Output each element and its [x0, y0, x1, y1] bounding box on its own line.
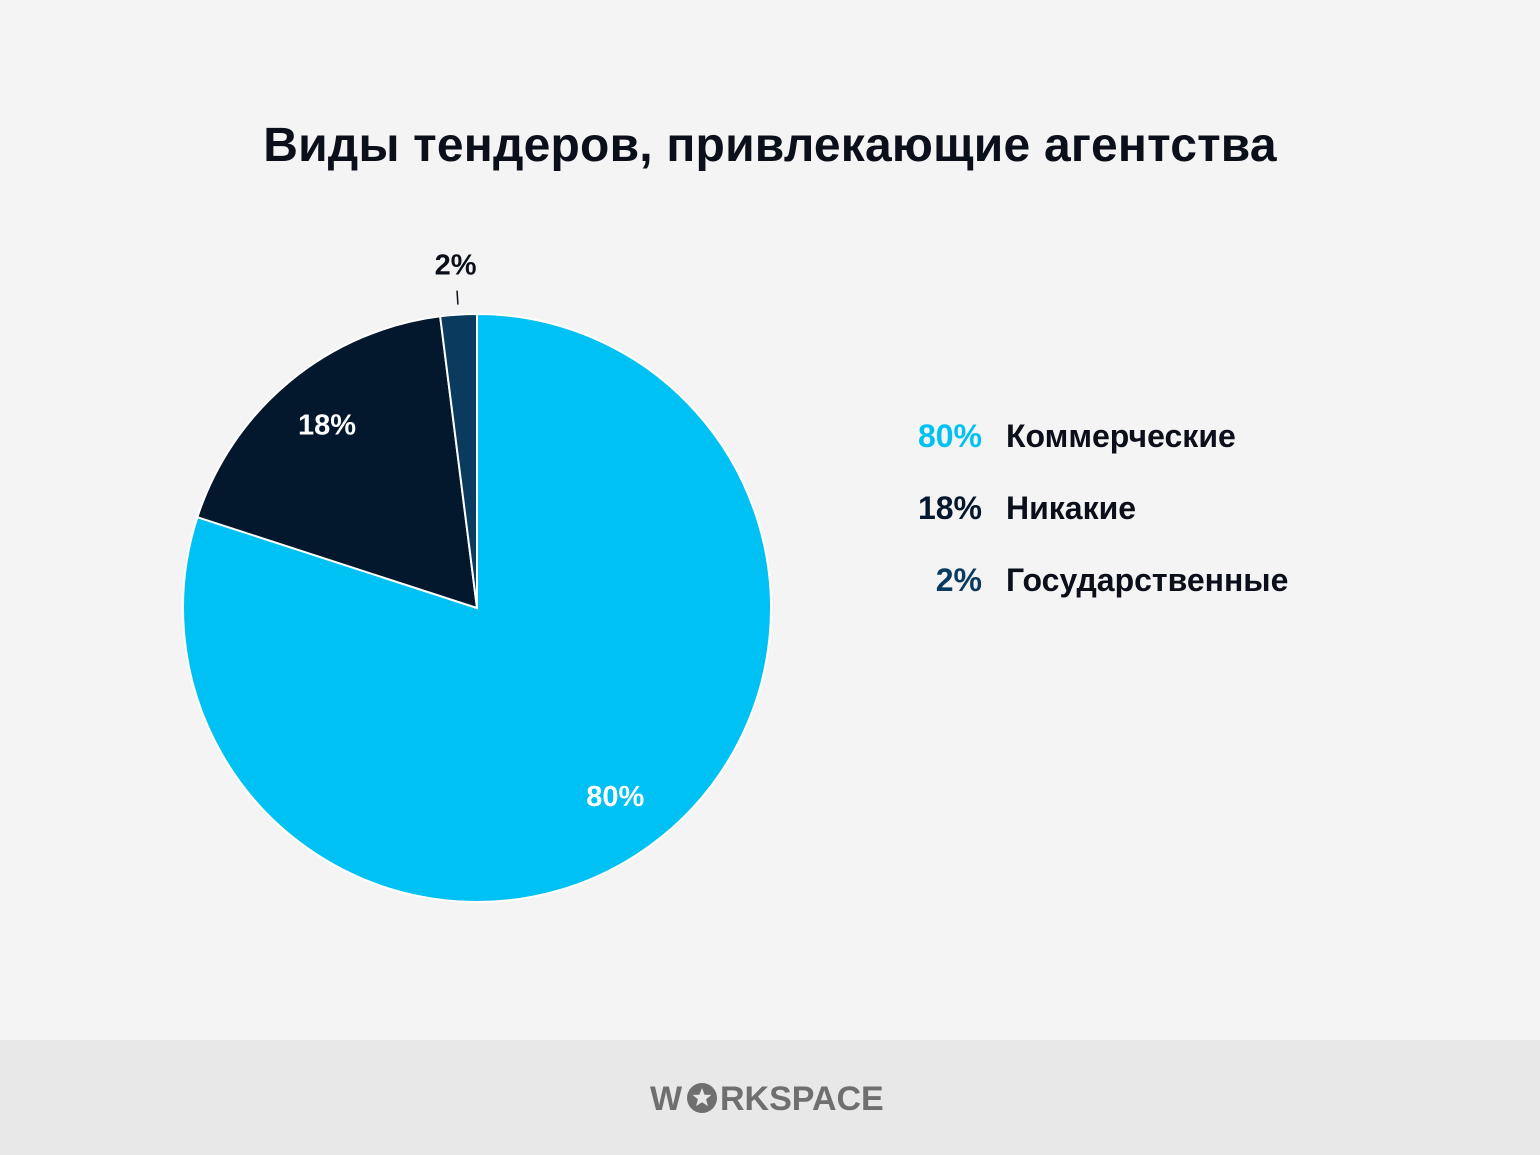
legend-name: Коммерческие [1006, 417, 1236, 454]
workspace-logo: W RKSPACE [650, 1080, 884, 1118]
legend-name: Никакие [1006, 489, 1137, 526]
footer: W RKSPACE [0, 1040, 1540, 1155]
svg-text:RKSPACE: RKSPACE [720, 1080, 884, 1118]
brand: W RKSPACE [0, 1040, 1540, 1155]
pie-slice-2 [196, 315, 479, 610]
legend-item-government: 2% Государственные [880, 544, 1440, 616]
legend-name: Государственные [1006, 561, 1289, 598]
pie-slice-3 [439, 312, 478, 609]
chart-title: Виды тендеров, привлекающие агентства [263, 119, 1277, 172]
legend: 80% Коммерческие 18% Никакие 2% Государс… [880, 400, 1440, 616]
legend-pct: 2% [935, 561, 982, 598]
slice-label-1: 80% [586, 781, 644, 813]
legend-item-none: 18% Никакие [880, 472, 1440, 544]
pie-slices [182, 312, 772, 903]
leader-line-3 [456, 290, 459, 305]
slice-label-2: 18% [298, 409, 356, 441]
slice-label-3: 2% [435, 249, 477, 281]
svg-text:W: W [650, 1080, 683, 1118]
slide: Виды тендеров, привлекающие агентства 80… [182, 119, 1440, 903]
pie-labels: 80% 18% 2% [298, 249, 644, 813]
legend-item-commercial: 80% Коммерческие [880, 400, 1440, 472]
legend-pct: 18% [917, 489, 982, 526]
pie-chart: 80% 18% 2% [182, 249, 772, 903]
legend-pct: 80% [917, 417, 982, 454]
